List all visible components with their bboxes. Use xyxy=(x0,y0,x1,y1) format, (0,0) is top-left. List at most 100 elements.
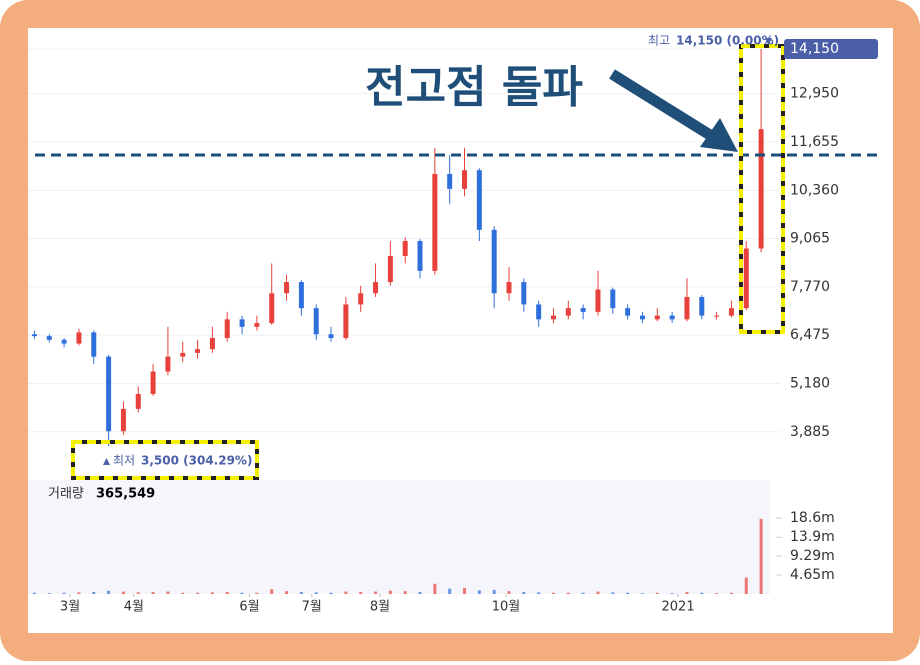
candle-body xyxy=(639,315,645,320)
candle-body xyxy=(284,282,290,294)
candle-body xyxy=(343,304,349,338)
candle-body xyxy=(550,315,556,320)
candle-body xyxy=(106,356,112,432)
candle-body xyxy=(476,170,482,230)
min-label: 최저 xyxy=(113,454,135,468)
volume-bar xyxy=(107,590,111,594)
volume-bar xyxy=(47,593,51,594)
volume-bar xyxy=(744,577,748,594)
candle-body xyxy=(699,296,705,316)
candle-body xyxy=(595,289,601,312)
candle-body xyxy=(402,241,408,256)
current-price-box xyxy=(784,38,878,59)
volume-bar xyxy=(463,587,467,594)
x-tick-label: 10월 xyxy=(492,600,521,615)
volume-bar xyxy=(522,591,526,594)
candle-body xyxy=(224,319,230,338)
x-tick-label: 3월 xyxy=(60,600,80,615)
volume-bar xyxy=(551,592,555,594)
grid xyxy=(28,48,780,433)
y-tick-label: 11,655 xyxy=(790,134,839,150)
volume-bar xyxy=(32,592,36,594)
volume-bar xyxy=(626,592,630,594)
volume-bar xyxy=(670,593,674,594)
volume-bar xyxy=(596,591,600,594)
volume-bar xyxy=(729,592,733,594)
volume-tick-label: 13.9m xyxy=(790,529,835,545)
volume-bar xyxy=(151,591,155,594)
x-tick-label: 7월 xyxy=(302,600,322,615)
max-label: 최고 xyxy=(648,34,670,48)
volume-tick-label: 18.6m xyxy=(790,510,835,526)
marks xyxy=(31,48,764,594)
candle-body xyxy=(521,282,527,305)
volume-bar xyxy=(685,591,689,594)
max-text: 14,150 (0.00%) xyxy=(676,34,779,48)
candle-body xyxy=(165,356,171,372)
candle-body xyxy=(714,315,720,317)
volume-bar xyxy=(403,591,407,594)
candle-body xyxy=(536,304,542,320)
volume-tick-label: 9.29m xyxy=(790,548,835,564)
candle-body xyxy=(432,173,438,271)
candle-body xyxy=(358,293,364,305)
volume-bar xyxy=(537,592,541,594)
volume-area xyxy=(28,480,770,594)
annotation: 전고점 돌파 xyxy=(365,62,583,113)
volume-bar xyxy=(640,593,644,594)
volume-bar xyxy=(374,591,378,594)
candle-body xyxy=(743,248,749,309)
volume-bar xyxy=(418,591,422,594)
volume-bar xyxy=(255,592,259,594)
min-icon xyxy=(103,458,110,465)
volume-bar xyxy=(507,591,511,594)
candle-body xyxy=(209,337,215,350)
volume-bar xyxy=(62,592,66,594)
volume-bar xyxy=(121,591,125,594)
volume-bar xyxy=(448,588,452,594)
candle-body xyxy=(758,129,764,249)
candle-body xyxy=(135,393,141,409)
x-tick-label: 2021 xyxy=(662,600,695,615)
candle-body xyxy=(254,323,260,327)
volume-bar xyxy=(477,590,481,594)
x-tick-label: 6월 xyxy=(239,600,259,615)
volume-bar xyxy=(270,589,274,594)
arrow-shaft xyxy=(609,69,721,145)
volume-bar xyxy=(611,592,615,594)
volume-bar xyxy=(299,591,303,594)
volume-bar xyxy=(314,592,318,594)
max-icon xyxy=(765,38,772,45)
candle-body xyxy=(313,308,319,335)
candle-body xyxy=(669,315,675,320)
candle-body xyxy=(417,241,423,271)
candle-body xyxy=(46,336,52,340)
candle-body xyxy=(195,349,201,353)
volume-bar xyxy=(285,591,289,594)
candle-body xyxy=(506,282,512,294)
arrow-head xyxy=(700,118,738,152)
volume-bar xyxy=(210,592,214,594)
y-tick-label: 9,065 xyxy=(790,231,830,247)
volume-label: 거래량 xyxy=(48,487,84,502)
candle-body xyxy=(120,408,126,432)
y-tick-label: 7,770 xyxy=(790,279,830,295)
candle-body xyxy=(462,170,468,189)
y-tick-label: 10,360 xyxy=(790,182,839,198)
candle-body xyxy=(447,173,453,189)
candle-body xyxy=(491,229,497,294)
volume-bar xyxy=(492,589,496,594)
candle-body xyxy=(61,339,67,344)
volume-bar xyxy=(581,592,585,594)
y-tick-label: 12,950 xyxy=(790,86,839,102)
volume-bar xyxy=(388,590,392,594)
candle-body xyxy=(328,334,334,338)
volume-bar xyxy=(700,592,704,594)
candle-body xyxy=(269,293,275,324)
volume-bar xyxy=(715,593,719,594)
candle-body xyxy=(654,315,660,320)
volume-bar xyxy=(77,592,81,594)
candle-body xyxy=(610,289,616,309)
volume-bar xyxy=(433,583,437,594)
